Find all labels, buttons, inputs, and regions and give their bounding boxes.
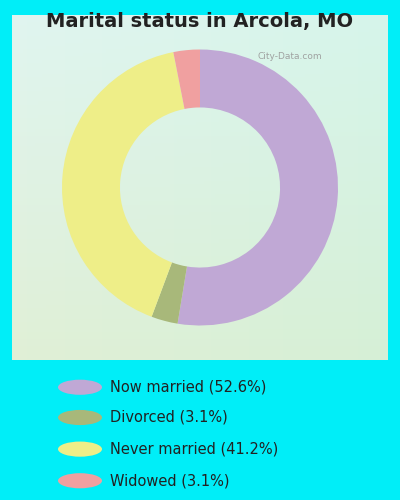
Wedge shape [173,50,200,109]
Text: Divorced (3.1%): Divorced (3.1%) [110,410,228,425]
Text: Marital status in Arcola, MO: Marital status in Arcola, MO [46,12,354,32]
Wedge shape [178,50,338,326]
Circle shape [58,473,102,488]
Circle shape [58,380,102,395]
Circle shape [58,410,102,425]
Circle shape [58,442,102,456]
Text: Now married (52.6%): Now married (52.6%) [110,380,266,395]
Text: City-Data.com: City-Data.com [257,52,322,61]
Wedge shape [152,262,187,324]
Text: Never married (41.2%): Never married (41.2%) [110,442,278,456]
Text: Widowed (3.1%): Widowed (3.1%) [110,473,230,488]
Wedge shape [62,52,184,316]
